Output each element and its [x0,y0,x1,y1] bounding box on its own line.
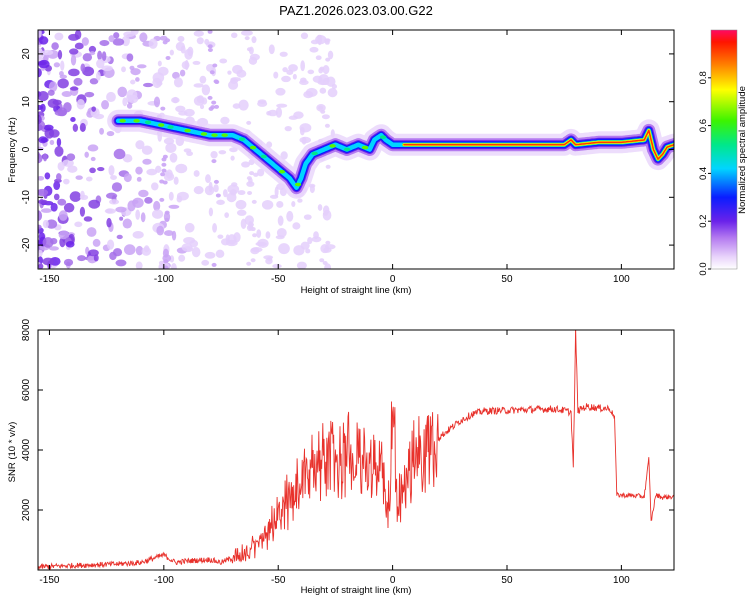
colorbar-tick-label: 0.0 [698,262,709,275]
snr-xtick-label: 50 [501,575,513,586]
snr-xlabel: Height of straight line (km) [301,585,412,596]
figure-title: PAZ1.2026.023.03.00.G22 [279,3,433,18]
snr-xtick-label: -50 [271,575,286,586]
spectrogram-xtick-label: -100 [154,274,174,285]
snr-xtick-label: -150 [39,575,59,586]
spectrogram-ridge [107,109,674,199]
snr-ytick-label: 8000 [21,318,32,341]
snr-ylabel: SNR (10 * v/v) [7,422,18,483]
colorbar-tick-label: 0.8 [698,71,709,84]
spectrogram-ytick-label: 20 [21,48,32,60]
spectrogram-ytick-label: -10 [21,190,32,205]
snr-ticks: -150 -100 -50 0 50 100 2000 4000 6000 8000 [21,318,674,586]
spectrogram-ytick-label: -20 [21,237,32,252]
spectrogram-xtick-label: 100 [613,274,630,285]
spectrogram-noise [38,30,338,269]
colorbar-tick-label: 0.6 [698,119,709,132]
spectrogram-plot-area [38,30,674,269]
snr-ytick-label: 6000 [21,378,32,401]
colorbar-tick-label: 0.4 [698,167,709,180]
colorbar-tick-label: 0.2 [698,215,709,228]
snr-xtick-label: 0 [390,575,396,586]
spectrogram-xlabel: Height of straight line (km) [301,285,412,296]
colorbar-scale [710,29,738,270]
spectrogram-xtick-label: -150 [39,274,59,285]
snr-plot-area [38,330,674,570]
snr-series-line [38,330,674,570]
snr-ytick-label: 4000 [21,438,32,461]
snr-frame [37,329,675,571]
spectrogram-ylabel: Frequency (Hz) [7,117,18,182]
snr-xtick-label: 100 [613,575,630,586]
spectrogram-ytick-label: 0 [21,146,32,152]
spectrogram-xtick-label: -50 [271,274,286,285]
snr-xtick-label: -100 [154,575,174,586]
colorbar: 0.0 0.2 0.4 0.6 0.8 Normalized spectral ampl… [698,29,748,276]
snr-ytick-label: 2000 [21,498,32,521]
colorbar-label: Normalized spectral amplitude [737,86,748,214]
colorbar-ticks: 0.0 0.2 0.4 0.6 0.8 [698,71,711,276]
snr-panel: -150 -100 -50 0 50 100 2000 4000 6000 8000 Height… [7,318,675,596]
spectrogram-ytick-label: 10 [21,96,32,108]
spectrogram-xtick-label: 0 [390,274,396,285]
spectrogram-xtick-label: 50 [501,274,513,285]
